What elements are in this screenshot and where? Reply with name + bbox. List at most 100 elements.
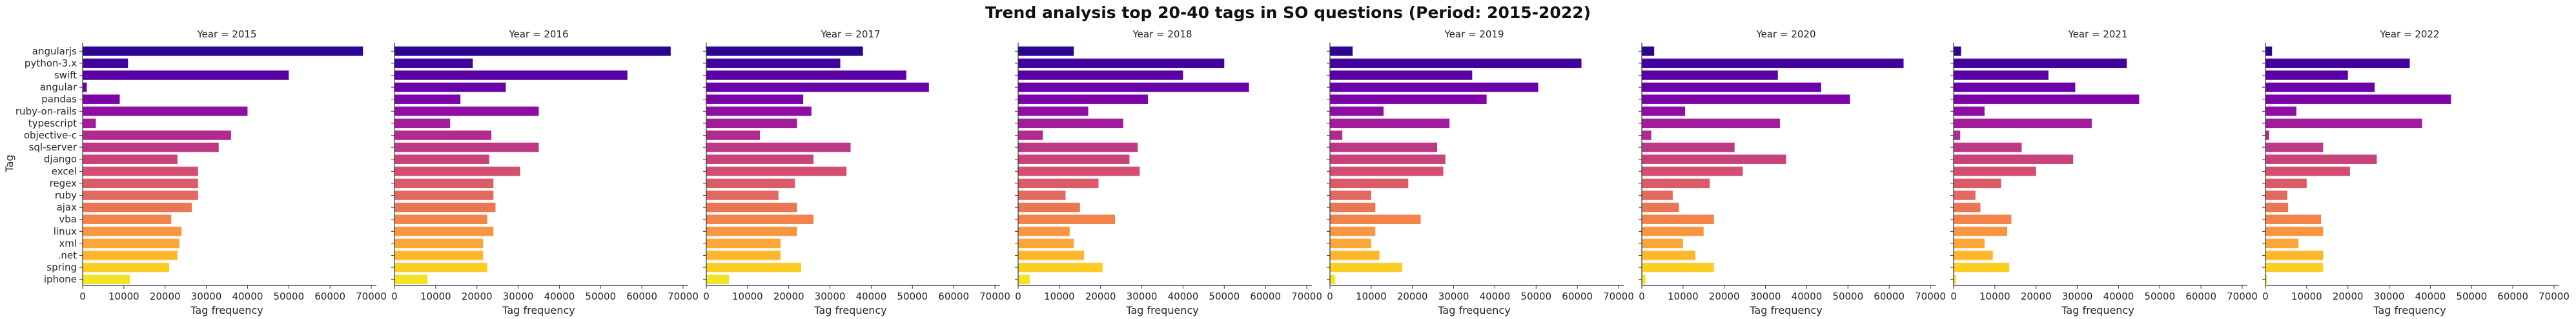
x-tick-label: 30000: [1750, 291, 1781, 302]
x-tick-label: 30000: [815, 291, 846, 302]
bar-spring: [1018, 262, 1103, 273]
bar-vba: [1954, 214, 2012, 224]
bar--net: [1330, 251, 1380, 260]
bar-ruby: [1642, 190, 1673, 200]
bar-ruby: [706, 190, 779, 200]
facet-title: Year = 2018: [1132, 28, 1192, 40]
bar-angular: [1954, 82, 2076, 92]
bar-objective-c: [1954, 130, 1961, 140]
facet-title: Year = 2022: [2379, 28, 2439, 40]
bar-regex: [706, 178, 795, 189]
bar-vba: [1330, 214, 1421, 224]
bar-python-3-x: [1018, 58, 1225, 68]
bar-ajax: [1330, 202, 1376, 212]
bar-vba: [2265, 214, 2322, 224]
bar-swift: [1330, 70, 1473, 80]
bar-xml: [2265, 238, 2299, 249]
bar-vba: [83, 214, 172, 224]
bar-regex: [1954, 178, 2001, 189]
bar-spring: [1642, 262, 1714, 273]
x-tick-label: 40000: [856, 291, 887, 302]
bar-ajax: [394, 202, 496, 212]
bar--net: [706, 251, 781, 260]
x-tick-label: 10000: [420, 291, 451, 302]
bar--net: [83, 251, 178, 260]
bar-typescript: [706, 118, 797, 129]
bar-spring: [83, 262, 170, 273]
bar-linux: [706, 227, 797, 236]
bar-sql-server: [1330, 142, 1438, 152]
x-axis-label: Tag frequency: [2373, 304, 2446, 316]
bar-swift: [706, 70, 906, 80]
facet-title: Year = 2021: [2067, 28, 2127, 40]
bar-ruby: [83, 190, 198, 200]
bar-objective-c: [1642, 130, 1651, 140]
bar--net: [2265, 251, 2324, 260]
x-tick-label: 10000: [1044, 291, 1075, 302]
bar-ruby-on-rails: [1954, 107, 1985, 116]
bar-pandas: [1954, 94, 2140, 104]
chart-title: Trend analysis top 20-40 tags in SO ques…: [985, 3, 1591, 22]
x-tick-label: 0: [1327, 291, 1333, 302]
x-tick-label: 40000: [232, 291, 263, 302]
facet-title: Year = 2015: [196, 28, 256, 40]
bar-ajax: [1642, 202, 1679, 212]
bar-xml: [1330, 238, 1371, 249]
y-tick-label: ajax: [57, 201, 77, 213]
y-tick-label: pandas: [41, 94, 77, 105]
bar-angularjs: [394, 46, 671, 56]
y-tick-label: ruby: [55, 190, 77, 201]
bar-objective-c: [83, 130, 231, 140]
bar-excel: [1330, 167, 1444, 176]
y-tick-label: linux: [54, 225, 77, 237]
bar-python-3-x: [2265, 58, 2410, 68]
bar-angularjs: [83, 46, 363, 56]
x-tick-label: 40000: [2103, 291, 2134, 302]
x-axis-label: Tag frequency: [1749, 304, 1822, 316]
bar-iphone: [394, 274, 428, 284]
bar-swift: [83, 70, 289, 80]
bar-ruby-on-rails: [1330, 107, 1384, 116]
bar-vba: [1018, 214, 1116, 224]
facet-panel-1: Year = 2015 angularjspython-3.xswiftangul…: [15, 28, 387, 316]
y-tick-label: ruby-on-rails: [15, 105, 77, 117]
bar-angularjs: [1642, 46, 1655, 56]
bar-excel: [83, 167, 198, 176]
bar-spring: [1954, 262, 2010, 273]
facet-title: Year = 2020: [1755, 28, 1815, 40]
y-tick-label: spring: [46, 262, 77, 273]
facet-panel-2: Year = 2016 0 10000 20000 30000 40000 50000 600…: [391, 28, 699, 316]
bar-spring: [2265, 262, 2324, 273]
facet-title: Year = 2019: [1444, 28, 1504, 40]
facet-panel-3: Year = 2017 0 10000 20000 30000 40000 50000 600…: [703, 28, 1010, 316]
bar-vba: [706, 214, 814, 224]
bar-angular: [706, 82, 929, 92]
x-axis-label: Tag frequency: [1437, 304, 1510, 316]
bar-django: [1642, 154, 1786, 164]
y-tick-label: angular: [40, 81, 77, 93]
x-tick-label: 20000: [1085, 291, 1116, 302]
bar-xml: [1954, 238, 1985, 249]
x-tick-label: 40000: [544, 291, 575, 302]
bar-excel: [394, 167, 520, 176]
x-tick-label: 70000: [1603, 291, 1634, 302]
bar-spring: [1330, 262, 1402, 273]
bar-sql-server: [83, 142, 219, 152]
bar-regex: [1018, 178, 1099, 189]
bar-pandas: [83, 94, 120, 104]
bar-vba: [1642, 214, 1714, 224]
bar-excel: [1018, 167, 1140, 176]
bar-angular: [2265, 82, 2375, 92]
x-tick-label: 50000: [1832, 291, 1863, 302]
facet-panel-8: Year = 2022 0 10000 20000 30000 40000 50000 600…: [2262, 28, 2570, 316]
facet-title: Year = 2016: [508, 28, 568, 40]
bar-python-3-x: [394, 58, 473, 68]
bar-sql-server: [1018, 142, 1138, 152]
x-tick-label: 0: [2262, 291, 2269, 302]
x-tick-label: 20000: [150, 291, 181, 302]
bar-vba: [394, 214, 487, 224]
x-tick-label: 0: [703, 291, 710, 302]
x-tick-label: 70000: [979, 291, 1010, 302]
bar-objective-c: [1018, 130, 1043, 140]
x-tick-label: 20000: [1709, 291, 1740, 302]
